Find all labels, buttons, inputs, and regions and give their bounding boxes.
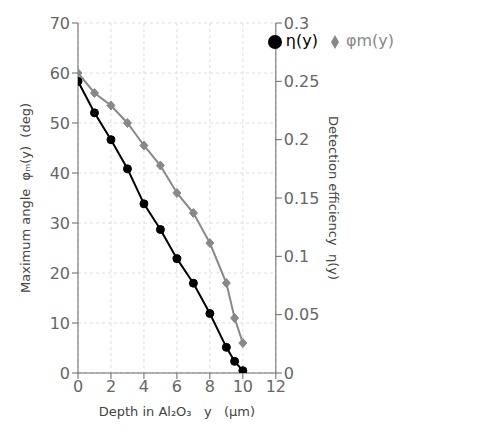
svg-text:8: 8 [205, 377, 215, 396]
svg-text:10: 10 [233, 377, 253, 396]
svg-text:10: 10 [50, 314, 70, 333]
svg-text:70: 70 [50, 14, 70, 33]
svg-text:40: 40 [50, 164, 70, 183]
svg-text:Detection efficiency η(y): Detection efficiency η(y) [326, 116, 341, 280]
svg-text:12: 12 [265, 377, 286, 397]
svg-text:Maximum angle φₘ(y) (deg): Maximum angle φₘ(y) (deg) [18, 103, 33, 293]
svg-text:6: 6 [172, 377, 182, 396]
html-text:η(y): η(y) [285, 31, 318, 50]
html-text:φm(y): φm(y) [345, 31, 394, 50]
svg-text:60: 60 [50, 64, 70, 83]
svg-text:0: 0 [73, 377, 83, 396]
svg-text:0.2: 0.2 [284, 130, 309, 149]
svg-text:0.05: 0.05 [284, 305, 320, 324]
svg-text:20: 20 [50, 264, 70, 283]
svg-text:30: 30 [50, 214, 70, 233]
svg-text:50: 50 [50, 114, 70, 133]
svg-text:0.3: 0.3 [284, 14, 309, 33]
svg-text:0: 0 [284, 364, 294, 383]
svg-text:0.15: 0.15 [284, 189, 320, 208]
svg-text:0.25: 0.25 [284, 72, 320, 91]
svg-text:0.1: 0.1 [284, 247, 309, 266]
svg-text:0: 0 [60, 364, 70, 383]
svg-text:4: 4 [139, 377, 149, 396]
svg-text:2: 2 [106, 377, 116, 396]
svg-text:Depth in Al₂O₃ y (μm): Depth in Al₂O₃ y (μm) [99, 404, 255, 419]
